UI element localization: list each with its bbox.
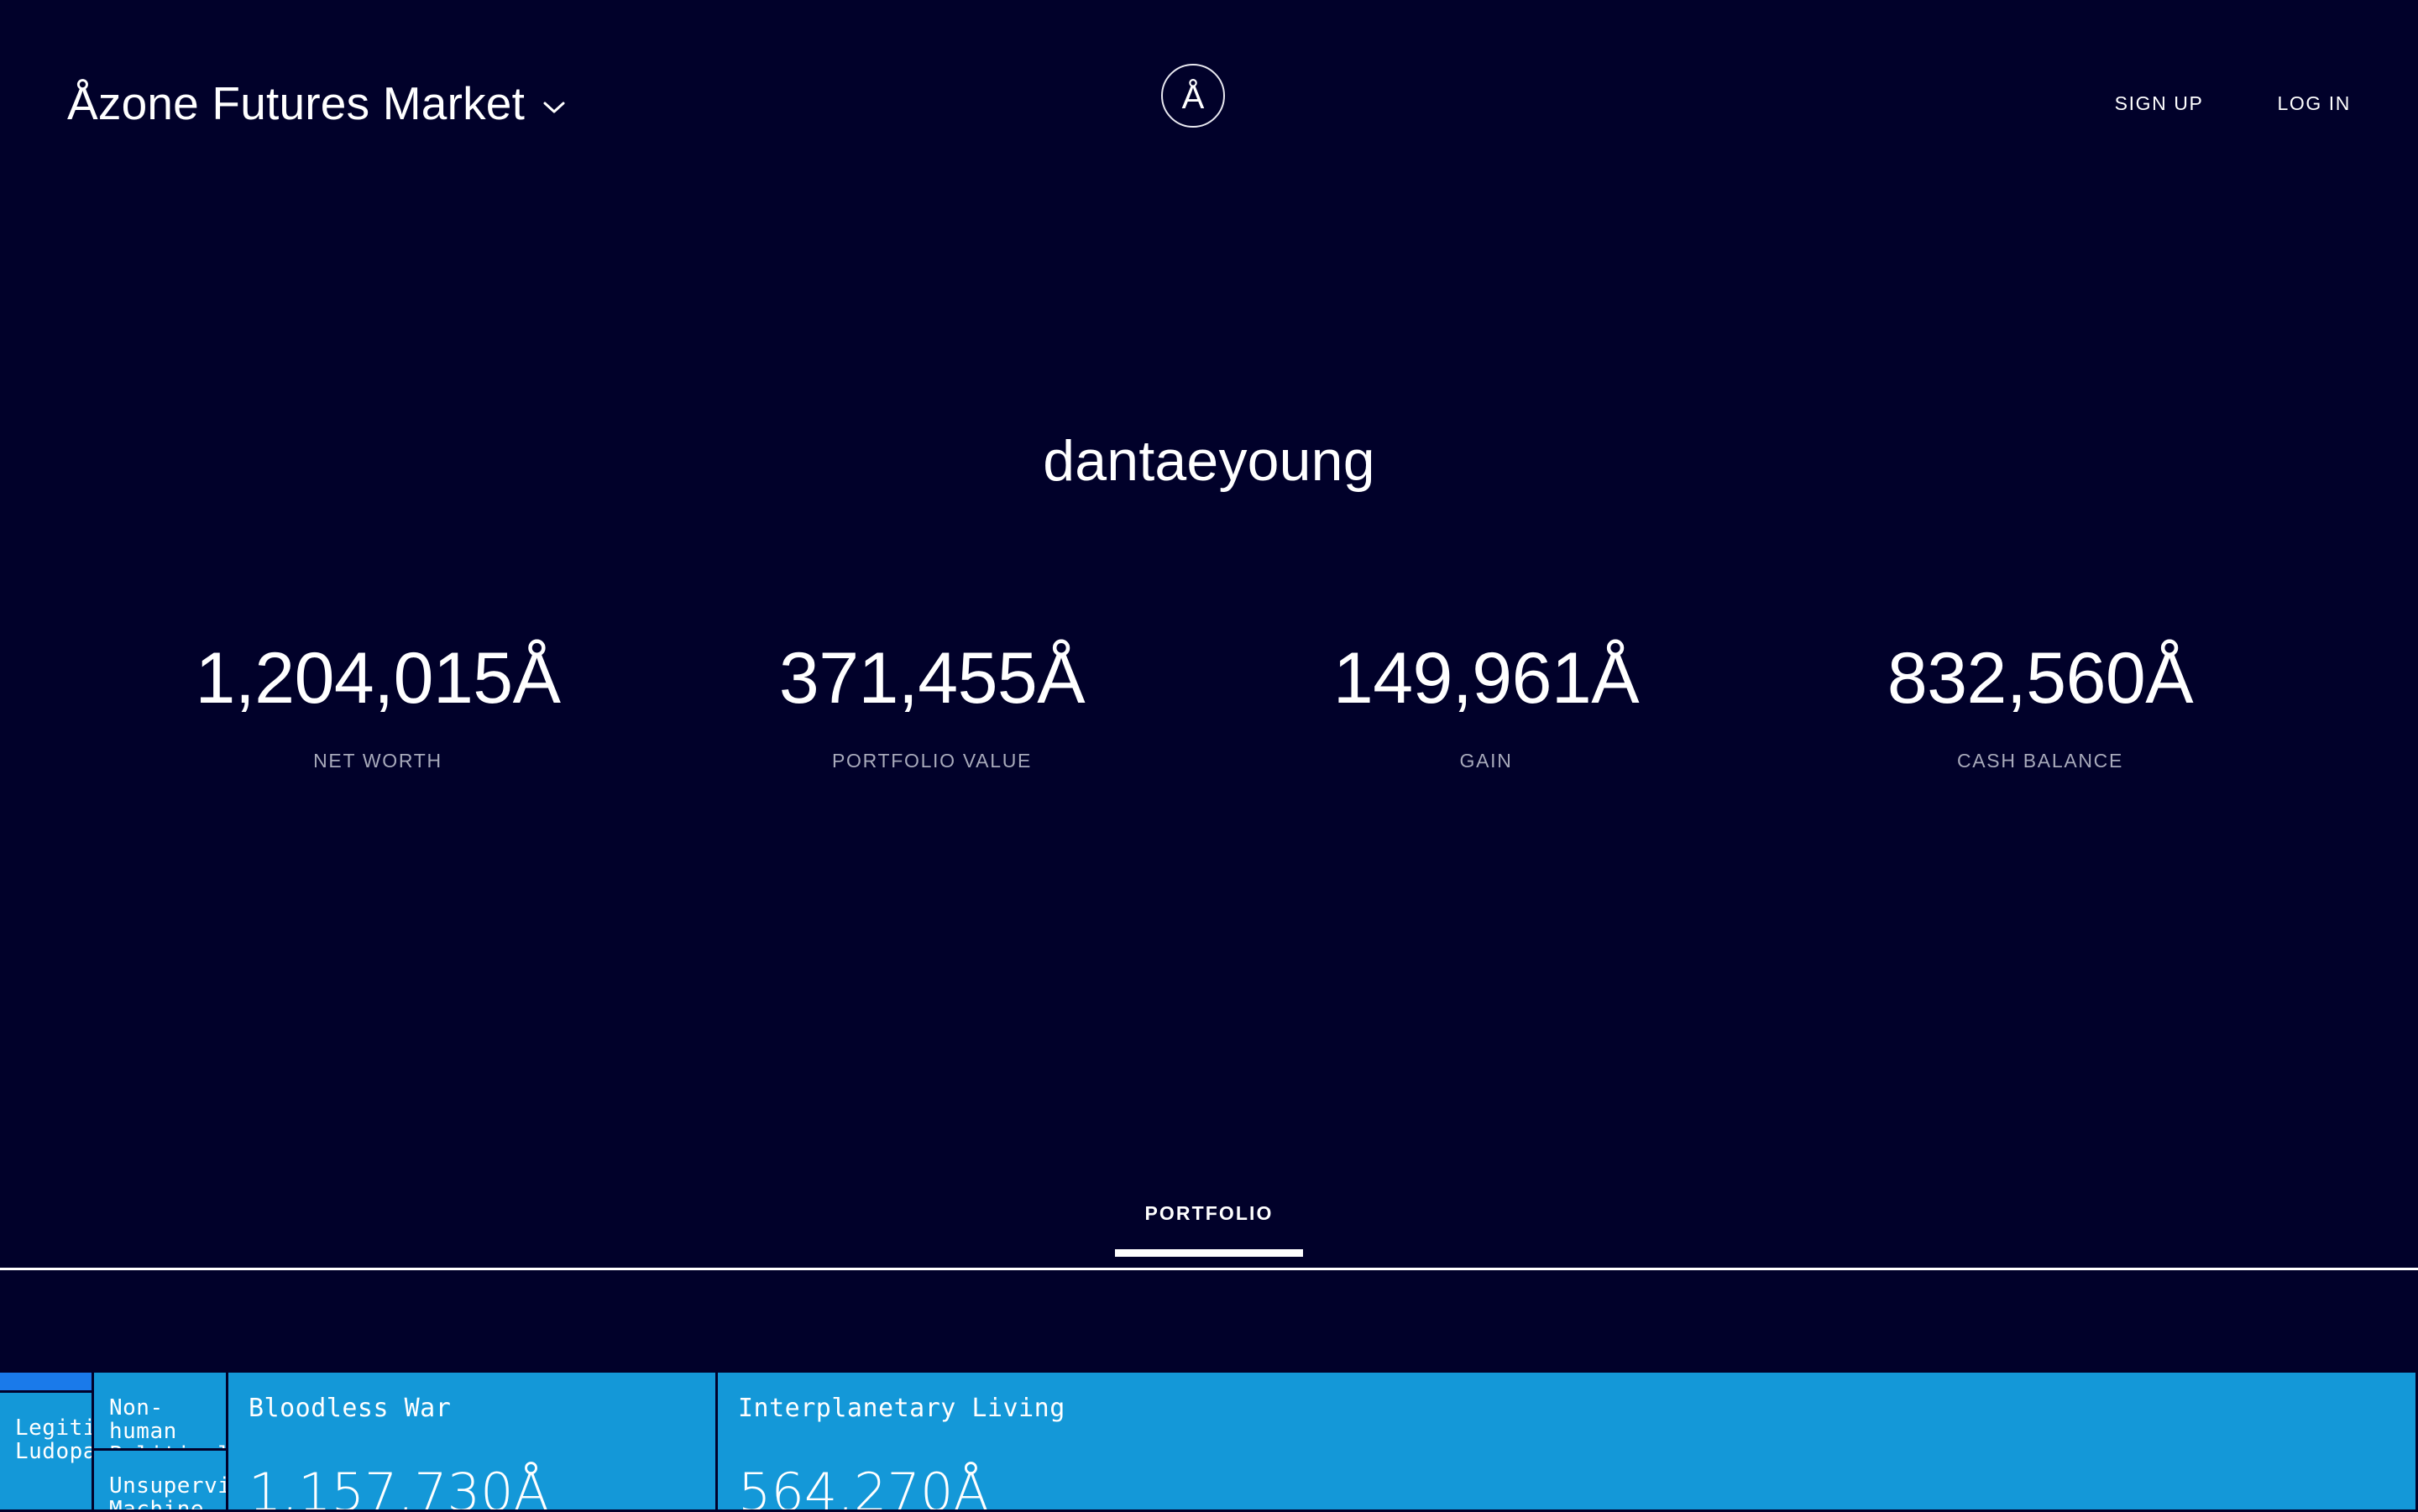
logo-glyph: Å [1181,79,1205,116]
header-nav: SIGN UP LOG IN [2115,92,2351,115]
treemap-tile[interactable]: Legitimized Ludopathy [0,1393,94,1512]
page-title: dantaeyoung [1043,429,1375,493]
angstrom-circle-logo-icon[interactable]: Å [1161,64,1225,128]
tab-bar-divider [0,1268,2418,1270]
site-header: Åzone Futures Market Å SIGN UP LOG IN [0,0,2418,228]
stat-label: NET WORTH [313,750,442,772]
treemap-tile-label: Interplanetary Living [738,1394,1065,1423]
treemap-tile-label: Legitimized Ludopathy [15,1415,94,1465]
brand-menu[interactable]: Åzone Futures Market [67,81,565,127]
stat-portfolio-value: 371,455Å PORTFOLIO VALUE [655,642,1209,772]
stat-gain: 149,961Å GAIN [1209,642,1763,772]
treemap-tile[interactable]: Interplanetary Living 564,270Å [718,1373,2418,1512]
stat-value: 1,204,015Å [195,638,561,719]
treemap-tile[interactable]: Non-human Political Representation [94,1373,228,1451]
brand-title: Åzone Futures Market [67,77,526,129]
stat-label: GAIN [1459,750,1513,772]
stat-cash-balance: 832,560Å CASH BALANCE [1763,642,2317,772]
treemap-tile-value: 1,157,730Å [249,1462,549,1512]
portfolio-stats: 1,204,015Å NET WORTH 371,455Å PORTFOLIO … [101,642,2317,772]
treemap-tile[interactable]: Unsupervised Machine Labor [94,1451,228,1512]
stat-label: CASH BALANCE [1956,750,2124,772]
treemap-tile-label: Bloodless War [249,1394,452,1423]
stat-label: PORTFOLIO VALUE [831,750,1033,772]
treemap-tile[interactable]: Bloodless War 1,157,730Å [228,1373,718,1512]
treemap-tile-label: Unsupervised Machine Labor [109,1473,228,1512]
treemap-tile-label: Non-human Political Representation [109,1395,226,1448]
sign-up-link[interactable]: SIGN UP [2114,92,2204,114]
stat-value: 149,961Å [1332,638,1640,719]
treemap-tile[interactable] [0,1373,94,1393]
tab-list: PORTFOLIO [0,1202,2418,1257]
stat-value: 371,455Å [778,638,1086,719]
stat-net-worth: 1,204,015Å NET WORTH [101,642,655,772]
log-in-link[interactable]: LOG IN [2277,92,2351,114]
stat-value: 832,560Å [1887,638,2194,719]
chevron-down-icon[interactable] [543,101,565,114]
tab-portfolio[interactable]: PORTFOLIO [1115,1202,1303,1257]
portfolio-treemap: Legitimized Ludopathy Non-human Political… [0,1373,2418,1512]
tab-bar: PORTFOLIO [0,1202,2418,1270]
treemap-tile-value: 564,270Å [738,1462,989,1512]
